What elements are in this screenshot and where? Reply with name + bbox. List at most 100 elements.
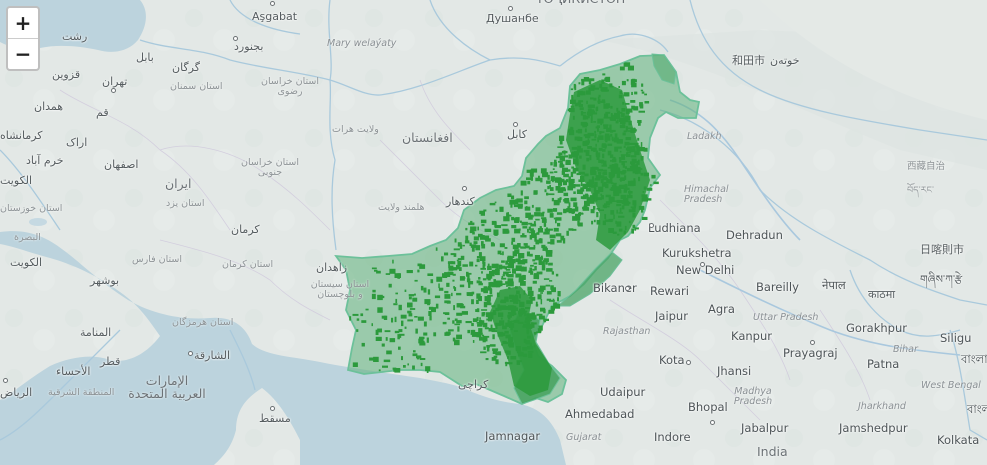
cover-patch [563, 173, 569, 178]
cover-patch [412, 353, 418, 357]
cover-patch [373, 356, 379, 362]
cover-patch [399, 333, 405, 336]
cover-patch [495, 359, 499, 365]
cover-patch [568, 154, 573, 159]
cover-patch [453, 253, 457, 257]
cover-patch [457, 326, 460, 332]
label-tajikistan: ТОҶИКИСТОН [536, 0, 625, 6]
cover-patch [573, 191, 576, 194]
cover-patch [464, 240, 470, 244]
cover-patch [488, 286, 491, 291]
cover-patch [505, 268, 511, 271]
cover-patch [532, 314, 536, 320]
label-prayagraj: Prayagraj [783, 346, 838, 360]
cover-patch [476, 316, 479, 322]
cover-patch [633, 106, 639, 111]
cover-patch [508, 279, 514, 284]
cover-patch [419, 336, 425, 340]
cover-patch [434, 295, 441, 299]
cover-patch [377, 294, 383, 301]
label-basra: البصرة [14, 232, 41, 243]
cover-patch [504, 266, 507, 270]
city-dot [513, 122, 518, 127]
label-jharkhand: Jharkhand [858, 401, 906, 412]
label-tibet-bo: བོད་རང་ [907, 185, 934, 196]
cover-patch [419, 264, 426, 269]
cover-patch [408, 313, 413, 317]
label-patna: Patna [867, 357, 900, 371]
cover-patch [502, 274, 505, 277]
cover-patch [398, 329, 403, 333]
cover-patch [503, 216, 510, 222]
cover-patch [531, 230, 536, 235]
cover-patch [404, 326, 407, 329]
cover-patch [527, 180, 531, 185]
cover-patch [407, 310, 412, 314]
cover-patch [630, 100, 636, 103]
cover-patch [485, 358, 489, 361]
label-bikaner: Bikaner [593, 281, 637, 295]
cover-patch [480, 211, 485, 216]
cover-patch [520, 180, 527, 186]
cover-patch [646, 187, 653, 191]
cover-patch [577, 220, 580, 226]
label-uttar-pradesh: Uttar Pradesh [753, 312, 819, 323]
cover-patch [574, 206, 579, 212]
cover-patch [578, 82, 581, 85]
cover-patch [546, 180, 551, 184]
zoom-out-button[interactable]: − [8, 38, 38, 69]
zoom-in-button[interactable]: + [14, 11, 32, 35]
cover-patch [547, 208, 553, 213]
label-yazd: استان یزد [166, 198, 205, 209]
cover-patch [548, 309, 555, 314]
cover-patch [527, 228, 529, 233]
lake [29, 218, 47, 226]
cover-patch [495, 280, 502, 286]
cover-patch [524, 196, 529, 200]
cover-patch [543, 258, 549, 262]
cover-patch [479, 236, 486, 240]
cover-patch [530, 174, 533, 180]
label-sharjah: الشارقة [194, 349, 231, 362]
cover-patch [453, 305, 455, 311]
cover-patch [482, 261, 485, 264]
cover-patch [529, 267, 533, 272]
cover-patch [408, 294, 415, 297]
cover-mass [490, 286, 552, 396]
cover-patch [545, 284, 551, 287]
cover-patch [518, 207, 523, 209]
cover-patch [485, 229, 492, 232]
cover-patch [541, 264, 546, 271]
cover-patch [539, 226, 542, 231]
cover-patch [570, 197, 577, 202]
cover-patch [640, 142, 643, 147]
cover-patch [448, 329, 454, 332]
cover-patch [573, 83, 576, 89]
city-dot [3, 378, 8, 383]
cover-patch [529, 253, 533, 257]
label-jabalpur: Jabalpur [741, 421, 789, 435]
cover-patch [582, 194, 589, 198]
cover-patch [573, 202, 578, 207]
cover-patch [419, 358, 426, 360]
cover-patch [471, 291, 475, 295]
label-kandahar: کندهار [446, 195, 475, 208]
cover-patch [435, 247, 438, 251]
cover-patch [537, 328, 542, 333]
cover-patch [478, 329, 481, 333]
cover-patch [623, 92, 630, 97]
label-kolkata: Kolkata [937, 433, 980, 447]
cover-patch [488, 317, 493, 322]
label-qazvin: قزوین [52, 68, 81, 81]
cover-patch [520, 190, 523, 196]
cover-patch [535, 301, 538, 307]
cover-patch [593, 206, 596, 210]
cover-patch [486, 345, 490, 348]
cover-patch [519, 220, 522, 223]
city-dot [700, 262, 705, 267]
cover-patch [511, 258, 516, 264]
cover-patch [565, 200, 570, 204]
cover-patch [487, 265, 492, 271]
label-madhya-pradesh: Madhya Pradesh [733, 386, 773, 407]
